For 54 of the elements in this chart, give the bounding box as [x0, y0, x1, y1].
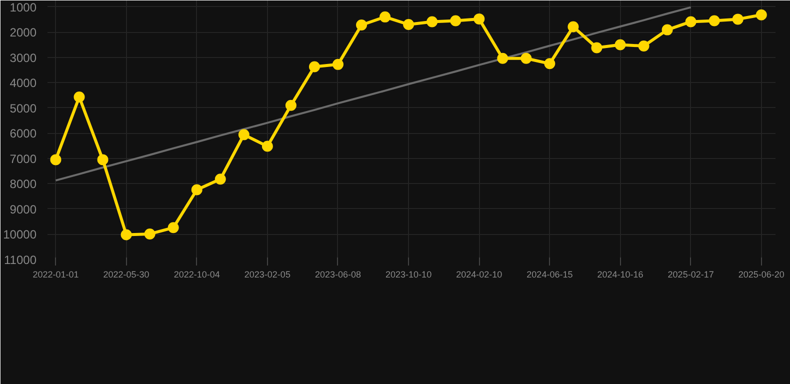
- x-tick-label: 2024-06-15: [526, 270, 573, 280]
- point: [308, 61, 320, 72]
- x-tick-label: 2022-10-04: [174, 270, 220, 280]
- y-tick-label: 10000: [3, 228, 37, 242]
- y-tick-label: 8000: [10, 177, 37, 192]
- point: [168, 222, 179, 234]
- point: [74, 92, 85, 103]
- point: [756, 9, 767, 20]
- point: [544, 58, 556, 70]
- point: [474, 13, 485, 24]
- point: [97, 154, 108, 166]
- y-tick-label: 1000: [10, 0, 37, 14]
- point: [591, 42, 602, 54]
- x-tick-label: 2023-02-05: [244, 270, 290, 280]
- x-tick-label: 2022-05-30: [103, 270, 150, 280]
- x-tick-label: 2023-10-10: [386, 270, 432, 280]
- y-tick-label: 4000: [10, 76, 37, 90]
- point: [520, 52, 532, 64]
- point: [285, 100, 296, 111]
- x-tick-label: 2025-06-20: [738, 270, 784, 280]
- point: [238, 129, 250, 140]
- y-tick-label: 2000: [10, 26, 37, 40]
- point: [662, 24, 673, 36]
- y-tick-label: 5000: [10, 101, 37, 116]
- point: [191, 184, 202, 196]
- point: [497, 52, 508, 64]
- point: [614, 39, 626, 50]
- point: [403, 19, 414, 30]
- y-tick-label: 3000: [10, 50, 37, 65]
- point: [120, 229, 132, 240]
- x-tick-label: 2025-02-17: [668, 270, 714, 280]
- point: [426, 16, 438, 28]
- point: [356, 20, 368, 30]
- point: [214, 174, 226, 185]
- x-tick-label: 2023-06-08: [314, 270, 362, 280]
- point: [450, 15, 462, 26]
- point: [685, 16, 696, 28]
- x-tick-label: 2022-01-01: [32, 270, 79, 280]
- y-tick-label: 7000: [10, 152, 37, 166]
- x-tick-label: 2024-10-16: [597, 270, 644, 280]
- point: [50, 154, 62, 166]
- line-series: [54, 6, 692, 182]
- x-tick-label: 2024-02-10: [456, 270, 502, 280]
- point: [638, 40, 650, 52]
- point: [380, 11, 391, 22]
- point: [262, 140, 273, 152]
- point: [732, 14, 744, 25]
- point: [144, 228, 156, 240]
- point: [332, 58, 344, 70]
- y-tick-label: 11000: [4, 253, 37, 267]
- y-tick-label: 9000: [10, 202, 37, 216]
- point: [568, 21, 579, 32]
- y-tick-label: 6000: [10, 126, 37, 141]
- point: [708, 15, 720, 26]
